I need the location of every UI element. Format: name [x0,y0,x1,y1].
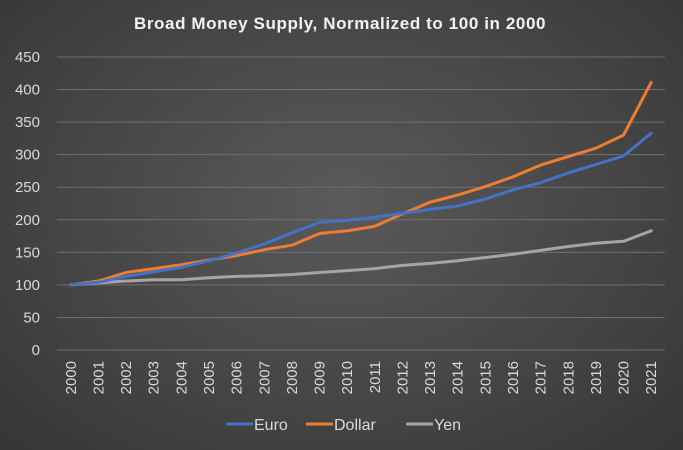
legend-label-euro: Euro [254,417,288,434]
x-tick-label: 2021 [643,361,660,394]
x-tick-label: 2002 [118,361,135,394]
x-tick-label: 2007 [256,361,273,394]
x-tick-label: 2015 [477,361,494,394]
chart-title: Broad Money Supply, Normalized to 100 in… [134,14,546,33]
y-tick-label: 0 [32,342,40,359]
x-tick-label: 2005 [201,361,218,394]
series-line-dollar [69,80,653,287]
x-tick-label: 2001 [90,361,107,394]
x-tick-label: 2011 [367,361,384,393]
y-tick-label: 150 [15,244,40,261]
x-tick-label: 2020 [616,361,633,394]
x-tick-label: 2014 [450,361,467,394]
x-tick-label: 2018 [560,361,577,394]
x-tick-label: 2009 [312,361,329,394]
legend: Euro Dollar Yen [226,417,461,434]
series-line-euro [69,131,653,287]
legend-label-dollar: Dollar [334,417,376,434]
y-tick-label: 300 [15,147,40,164]
gridlines [57,56,665,351]
y-tick-label: 50 [23,309,40,326]
x-tick-label: 2010 [339,361,356,394]
legend-label-yen: Yen [434,417,461,434]
y-tick-label: 200 [15,212,40,229]
x-tick-label: 2017 [533,361,550,394]
y-tick-label: 350 [15,114,40,131]
x-tick-label: 2004 [173,361,190,394]
x-tick-label: 2016 [505,361,522,394]
series-lines [69,80,653,287]
x-tick-label: 2013 [422,361,439,394]
x-tick-label: 2003 [146,361,163,394]
y-tick-label: 100 [15,277,40,294]
y-tick-label: 450 [15,49,40,66]
y-axis-ticks: 0 50 100 150 200 250 300 350 400 450 [15,49,40,359]
x-tick-label: 2012 [394,361,411,394]
x-axis-ticks: 2000 2001 2002 2003 2004 2005 2006 2007 2008 2009… [63,361,660,394]
x-tick-label: 2019 [588,361,605,394]
x-tick-label: 2006 [229,361,246,394]
series-line-yen [69,229,653,287]
y-tick-label: 250 [15,179,40,196]
x-tick-label: 2000 [63,361,80,394]
y-tick-label: 400 [15,82,40,99]
x-tick-label: 2008 [284,361,301,394]
